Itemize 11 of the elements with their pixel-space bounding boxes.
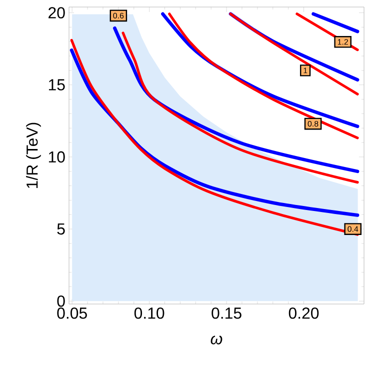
x-tick-label: 0.05	[57, 308, 87, 319]
y-axis-title: 1/R (TeV)	[26, 122, 41, 188]
y-tick-label: 10	[48, 151, 65, 163]
x-tick-label: 0.20	[288, 308, 319, 319]
y-tick-label: 0	[57, 295, 65, 307]
x-axis-title: ω	[210, 336, 222, 344]
y-tick-label: 15	[48, 79, 65, 90]
x-tick-label: 0.10	[134, 308, 164, 319]
y-tick-label: 5	[57, 223, 65, 235]
y-tick-label: 20	[48, 7, 65, 18]
x-tick-label: 0.15	[212, 308, 242, 319]
